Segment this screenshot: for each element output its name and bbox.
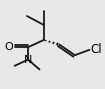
Text: O: O bbox=[5, 42, 14, 52]
Text: N: N bbox=[24, 55, 32, 65]
Text: Cl: Cl bbox=[90, 43, 102, 56]
